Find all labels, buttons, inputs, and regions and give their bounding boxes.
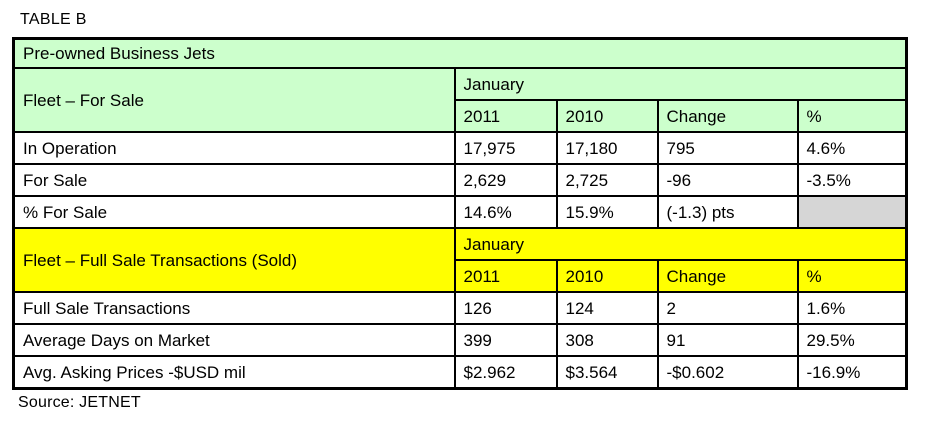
value-change: (-1.3) pts [656,195,799,229]
section2-columns-row: 2011 2010 Change % [14,259,908,293]
table-row-avg-asking-prices: Avg. Asking Prices -$USD mil $2.962 $3.5… [12,355,908,390]
value-2011: 399 [453,323,558,357]
table-title: TABLE B [20,11,87,28]
section2-group-label-cell: Fleet – Full Sale Transactions (Sold) [12,227,456,293]
section1-title-cell: Pre-owned Business Jets [12,37,908,69]
section1-col-change: Change [656,99,799,133]
row-label: Average Days on Market [12,323,456,357]
section1-columns-row: 2011 2010 Change % [14,99,908,133]
row-label: Full Sale Transactions [12,291,456,325]
row-label: In Operation [12,131,456,165]
section2-col-2010: 2010 [555,259,659,293]
section2-col-change: Change [656,259,799,293]
value-2010: 308 [555,323,659,357]
row-label: % For Sale [12,195,456,229]
value-2010: 124 [555,291,659,325]
preowned-business-jets-table: Pre-owned Business Jets Fleet – For Sale… [12,37,909,390]
section1-header-row: Pre-owned Business Jets [12,37,908,69]
table-row-full-sale-transactions: Full Sale Transactions 126 124 2 1.6% [12,291,908,325]
row-label: Avg. Asking Prices -$USD mil [12,355,456,390]
table-row-average-days-on-market: Average Days on Market 399 308 91 29.5% [12,323,908,357]
value-pct: 29.5% [796,323,908,357]
table-row-in-operation: In Operation 17,975 17,180 795 4.6% [12,131,908,165]
value-change: 91 [656,323,799,357]
value-2011: 14.6% [453,195,558,229]
row-label: For Sale [12,163,456,197]
value-2010: $3.564 [555,355,659,390]
empty-gray-cell [796,195,908,229]
value-2010: 15.9% [555,195,659,229]
section1-group-label-cell: Fleet – For Sale [12,67,456,133]
section2-col-pct: % [796,259,908,293]
section1-period-row: Fleet – For Sale January [12,67,908,133]
section2-period-row: Fleet – Full Sale Transactions (Sold) Ja… [12,227,908,293]
section1-col-2011: 2011 [453,99,558,133]
value-change: 2 [656,291,799,325]
value-2011: 126 [453,291,558,325]
value-pct: 4.6% [796,131,908,165]
table-row-pct-for-sale: % For Sale 14.6% 15.9% (-1.3) pts [12,195,908,229]
value-change: -96 [656,163,799,197]
section1-period-cell: January [453,67,908,101]
table-row-for-sale: For Sale 2,629 2,725 -96 -3.5% [12,163,908,197]
value-pct: -3.5% [796,163,908,197]
value-2011: 2,629 [453,163,558,197]
value-change: 795 [656,131,799,165]
value-2011: $2.962 [453,355,558,390]
value-2010: 2,725 [555,163,659,197]
source-attribution: Source: JETNET [18,394,141,411]
value-pct: -16.9% [796,355,908,390]
section1-col-pct: % [796,99,908,133]
section2-period-cell: January [453,227,908,261]
value-pct: 1.6% [796,291,908,325]
section1-col-2010: 2010 [555,99,659,133]
value-2011: 17,975 [453,131,558,165]
value-change: -$0.602 [656,355,799,390]
value-2010: 17,180 [555,131,659,165]
section2-col-2011: 2011 [453,259,558,293]
